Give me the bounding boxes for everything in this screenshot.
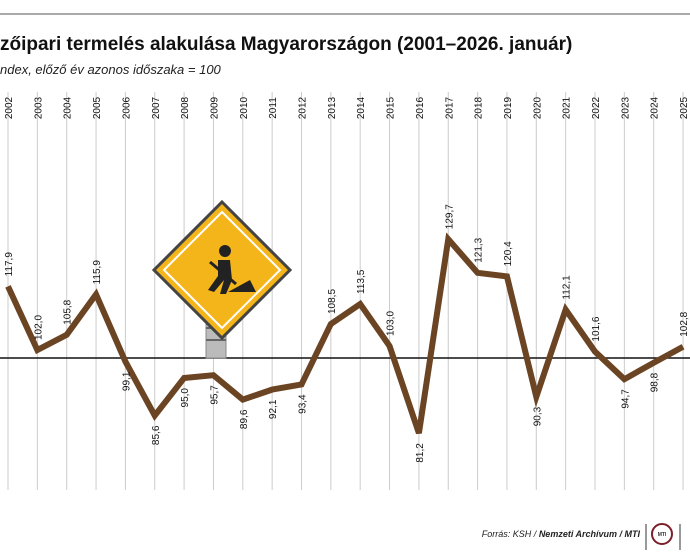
- data-label: 102,0: [33, 315, 44, 340]
- x-tick-label: 2014: [356, 96, 367, 119]
- x-tick-label: 2016: [415, 96, 426, 119]
- x-tick-label: 2022: [591, 96, 602, 119]
- x-tick-label: 2023: [620, 96, 631, 119]
- x-tick-label: 2005: [92, 96, 103, 119]
- data-label: 101,6: [591, 316, 602, 341]
- x-tick-label: 2017: [444, 96, 455, 119]
- x-tick-label: 2020: [532, 96, 543, 119]
- source-text: Forrás: KSH: [482, 529, 532, 539]
- chart-title: zőipari termelés alakulása Magyarországo…: [0, 34, 572, 55]
- x-tick-label: 2018: [474, 96, 485, 119]
- x-tick-label: 2006: [121, 96, 132, 119]
- x-tick-label: 2025: [679, 96, 690, 119]
- data-label: 112,1: [562, 275, 573, 300]
- x-tick-label: 2003: [33, 96, 44, 119]
- chart-subtitle: ndex, előző év azonos időszaka = 100: [0, 62, 222, 77]
- road-sign-icon: [151, 199, 293, 359]
- data-label: 103,0: [386, 311, 397, 336]
- data-label: 81,2: [415, 443, 426, 463]
- data-label: 117,9: [4, 252, 15, 277]
- x-tick-label: 2011: [268, 97, 279, 119]
- data-label: 98,8: [650, 372, 661, 392]
- x-tick-label: 2019: [503, 96, 514, 119]
- data-label: 129,7: [444, 204, 455, 229]
- x-tick-label: 2021: [562, 96, 573, 119]
- source-text: Nemzeti Archívum / MTI: [539, 529, 641, 539]
- x-tick-label: 2010: [239, 96, 250, 119]
- x-tick-label: 2004: [63, 96, 74, 119]
- data-label: 115,9: [92, 260, 103, 285]
- data-label: 85,6: [151, 425, 162, 445]
- data-label: 89,6: [239, 409, 250, 429]
- x-tick-label: 2008: [180, 96, 191, 119]
- x-tick-label: 2009: [209, 96, 220, 119]
- x-tick-label: 2012: [298, 96, 309, 119]
- data-label: 95,7: [209, 385, 220, 405]
- data-label: 121,3: [474, 237, 485, 262]
- x-tick-label: 2007: [151, 96, 162, 119]
- x-tick-label: 2013: [327, 96, 338, 119]
- data-line: [5, 232, 685, 435]
- data-label: 93,4: [298, 394, 309, 414]
- logo: [651, 523, 673, 545]
- source: Forrás: KSH / Nemzeti Archívum / MTI: [482, 529, 641, 539]
- data-label: 99,1: [121, 371, 132, 391]
- x-tick-label: 2002: [4, 96, 15, 119]
- logo-text: MTI: [658, 532, 667, 538]
- data-label: 102,8: [679, 311, 690, 336]
- x-tick-label: 2024: [650, 96, 661, 119]
- data-label: 90,3: [532, 406, 543, 426]
- data-label: 105,8: [63, 299, 74, 324]
- data-label: 92,1: [268, 399, 279, 419]
- data-label: 108,5: [327, 289, 338, 314]
- x-tick-label: 2015: [386, 96, 397, 119]
- data-label: 94,7: [620, 389, 631, 409]
- data-label: 95,0: [180, 388, 191, 408]
- data-label: 120,4: [503, 241, 514, 266]
- data-label: 113,5: [356, 269, 367, 294]
